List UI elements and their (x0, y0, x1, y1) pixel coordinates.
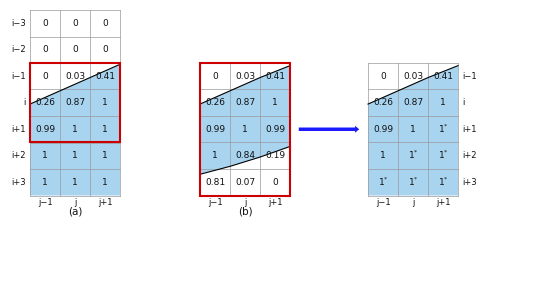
Text: 1: 1 (438, 178, 444, 187)
Text: *: * (384, 176, 387, 181)
Text: *: * (444, 176, 447, 181)
Text: 1: 1 (42, 178, 48, 187)
Text: 1: 1 (42, 151, 48, 160)
Text: 0: 0 (272, 178, 278, 187)
Text: j−1: j−1 (38, 198, 52, 207)
Text: i+2: i+2 (462, 151, 477, 160)
Polygon shape (200, 66, 290, 174)
Text: 0.99: 0.99 (265, 125, 285, 134)
Text: 1: 1 (72, 125, 78, 134)
Text: (b): (b) (238, 206, 252, 217)
Text: 1: 1 (440, 98, 446, 107)
Text: j+1: j+1 (436, 198, 450, 207)
Text: 0.87: 0.87 (403, 98, 423, 107)
Text: i−1: i−1 (462, 72, 477, 81)
Text: 1: 1 (438, 151, 444, 160)
Text: 0.26: 0.26 (35, 98, 55, 107)
Text: j−1: j−1 (376, 198, 390, 207)
Text: 0: 0 (102, 19, 108, 28)
Text: i−1: i−1 (11, 72, 26, 81)
Text: 0.84: 0.84 (235, 151, 255, 160)
Text: i+3: i+3 (11, 178, 26, 187)
Text: 0.03: 0.03 (403, 72, 423, 81)
Text: 1: 1 (102, 125, 108, 134)
Text: 0.87: 0.87 (235, 98, 255, 107)
Text: 0.99: 0.99 (205, 125, 225, 134)
Text: j: j (74, 198, 76, 207)
Text: *: * (444, 150, 447, 155)
Text: 0: 0 (42, 72, 48, 81)
Text: *: * (414, 176, 417, 181)
Text: 0: 0 (102, 45, 108, 54)
Text: 0.81: 0.81 (205, 178, 225, 187)
Text: (a): (a) (68, 206, 82, 217)
Text: 1: 1 (409, 151, 414, 160)
Text: 1: 1 (379, 178, 384, 187)
Text: 1: 1 (380, 151, 386, 160)
Text: 0: 0 (42, 19, 48, 28)
Text: 0.03: 0.03 (235, 72, 255, 81)
Text: 1: 1 (242, 125, 248, 134)
Text: 1: 1 (272, 98, 278, 107)
Text: 1: 1 (438, 125, 444, 134)
Text: 0: 0 (72, 19, 78, 28)
Text: 1: 1 (102, 178, 108, 187)
Text: 0: 0 (72, 45, 78, 54)
Polygon shape (30, 64, 120, 196)
Text: 0.41: 0.41 (433, 72, 453, 81)
Text: 0.41: 0.41 (95, 72, 115, 81)
Bar (200, 63, 290, 196)
Text: 0.03: 0.03 (65, 72, 85, 81)
Text: 1: 1 (102, 98, 108, 107)
Text: 0: 0 (380, 72, 386, 81)
Text: 0.99: 0.99 (373, 125, 393, 134)
Text: j+1: j+1 (268, 198, 282, 207)
Text: 1: 1 (409, 178, 414, 187)
Text: 1: 1 (72, 178, 78, 187)
Text: 1: 1 (72, 151, 78, 160)
Text: 1: 1 (102, 151, 108, 160)
Text: i+1: i+1 (462, 125, 477, 134)
Text: i+3: i+3 (462, 178, 477, 187)
Text: 0.41: 0.41 (265, 72, 285, 81)
Text: 0.87: 0.87 (65, 98, 85, 107)
Text: 0.99: 0.99 (35, 125, 55, 134)
Text: i: i (24, 98, 26, 107)
Text: j+1: j+1 (98, 198, 112, 207)
Text: 0.07: 0.07 (235, 178, 255, 187)
Text: 1: 1 (212, 151, 218, 160)
Text: 0: 0 (42, 45, 48, 54)
Text: 0: 0 (212, 72, 218, 81)
Polygon shape (368, 66, 458, 196)
Text: j: j (412, 198, 414, 207)
Text: j: j (244, 198, 246, 207)
Text: 0.26: 0.26 (205, 98, 225, 107)
Text: 0.26: 0.26 (373, 98, 393, 107)
Text: i−3: i−3 (11, 19, 26, 28)
Text: i: i (462, 98, 464, 107)
Text: j−1: j−1 (208, 198, 222, 207)
Text: 1: 1 (410, 125, 416, 134)
Text: i−2: i−2 (11, 45, 26, 54)
Text: i+1: i+1 (11, 125, 26, 134)
Text: *: * (414, 150, 417, 155)
Bar (30, 63, 120, 142)
Text: 0.19: 0.19 (265, 151, 285, 160)
Text: *: * (444, 123, 447, 128)
Text: i+2: i+2 (11, 151, 26, 160)
